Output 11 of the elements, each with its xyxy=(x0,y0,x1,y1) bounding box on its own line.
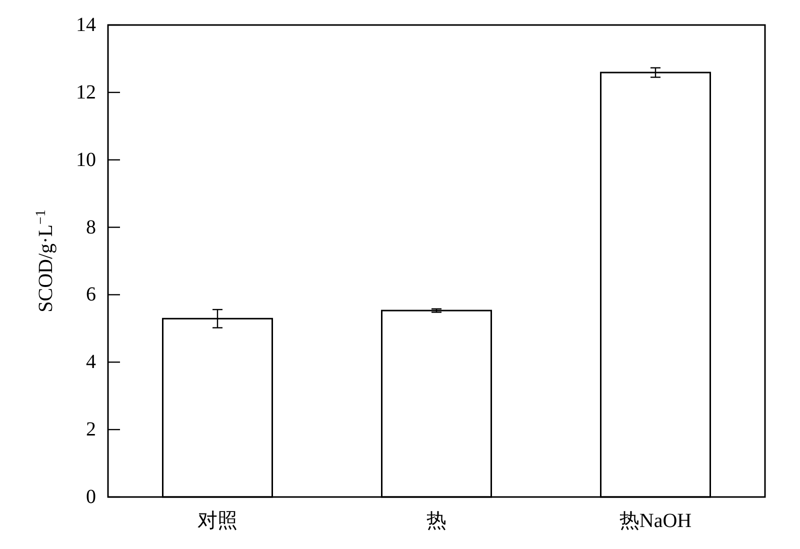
x-tick-label: 热 xyxy=(426,510,446,532)
y-tick-label: 2 xyxy=(86,418,96,441)
y-tick-label: 4 xyxy=(86,351,96,374)
y-tick-label: 10 xyxy=(76,148,96,171)
y-tick-label: 6 xyxy=(86,284,96,306)
y-tick-label: 14 xyxy=(76,14,96,36)
y-tick-label: 12 xyxy=(76,81,96,104)
y-tick-label: 0 xyxy=(86,486,96,508)
x-tick-label: 对照 xyxy=(198,510,238,532)
y-tick-label: 8 xyxy=(86,216,96,238)
x-tick-label: 热NaOH xyxy=(619,510,692,532)
